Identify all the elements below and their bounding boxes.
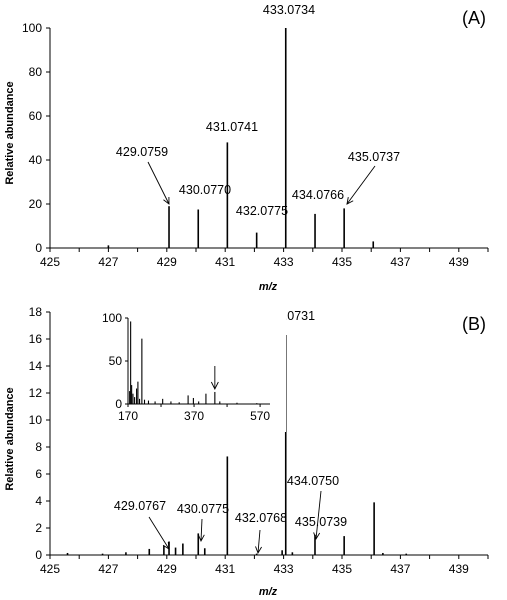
panel-b-inset: 0 50 100 170 370 570: [88, 310, 286, 432]
inset-x-tick-label: 170: [118, 409, 138, 423]
panel-b-annotation-arrow: [200, 518, 203, 542]
panel-a-x-tick-label: 431: [215, 255, 235, 269]
panel-a-arrow-head: [346, 197, 354, 205]
panel-b-arrow-head: [255, 546, 262, 555]
panel-b-peak-label: 430.0775: [177, 502, 229, 516]
inset-y-tick-label: 100: [102, 311, 122, 325]
panel-a-peak-label: 430.0770: [179, 183, 231, 197]
panel-a-y-tick-label: 60: [29, 109, 43, 123]
panel-a-peak-label: 433.0734: [263, 3, 315, 17]
panel-b-arrow-head: [313, 532, 321, 541]
panel-a-y-axis-title: Relative abundance: [4, 81, 16, 184]
panel-b-y-tick-label: 18: [29, 305, 43, 319]
panel-b-x-tick-label: 433: [274, 562, 294, 576]
panel-a-peak-label: 435.0737: [348, 150, 400, 164]
panel-b-y-tick-label: 4: [35, 494, 42, 508]
panel-b-y-tick-label: 14: [29, 359, 43, 373]
panel-b-x-tick-label: 427: [98, 562, 118, 576]
panel-a-x-tick-label: 437: [390, 255, 410, 269]
panel-b-x-tick-label: 435: [332, 562, 352, 576]
panel-b-label: (B): [462, 314, 486, 334]
panel-a-annotation-arrow: [147, 161, 170, 205]
panel-a-y-tick-label: 20: [29, 197, 43, 211]
panel-a-y-tick-label: 80: [29, 65, 43, 79]
panel-b-y-tick-label: 16: [29, 332, 43, 346]
panel-a-y-tick-label: 100: [22, 21, 42, 35]
panel-b-arrow-head: [197, 534, 205, 543]
panel-b-x-tick-label: 425: [40, 562, 60, 576]
panel-b-annotation-arrow: [315, 490, 322, 540]
panel-b-y-axis-title: Relative abundance: [4, 387, 16, 490]
inset-x-tick-label: 370: [184, 409, 204, 423]
panel-a-peak-label: 431.0741: [206, 120, 258, 134]
panel-a-x-tick-label: 439: [449, 255, 469, 269]
panel-a-x-tick-label: 427: [98, 255, 118, 269]
panel-b-peak-label: 434.0750: [287, 474, 339, 488]
inset-arrow-head: [210, 381, 219, 391]
inset-y-tick-label: 50: [109, 354, 123, 368]
panel-a-x-axis-title: m/z: [259, 281, 278, 293]
panel-b-x-tick-label: 429: [157, 562, 177, 576]
panel-b-annotation-arrow: [148, 516, 170, 550]
inset-y-tick-label: 0: [115, 397, 122, 411]
panel-b-y-tick-label: 10: [29, 413, 43, 427]
panel-a-arrow-head: [163, 196, 170, 205]
panel-b-annotation-arrow: [257, 529, 261, 554]
panel-b-arrow-head: [162, 541, 170, 550]
panel-a-peak-label: 429.0759: [116, 145, 168, 159]
panel-b-y-tick-label: 0: [35, 548, 42, 562]
panel-a-x-tick-label: 433: [274, 255, 294, 269]
panel-a-peak-label: 434.0766: [292, 188, 344, 202]
panel-a: (A) Relative abundance m/z 429.0759 430.0…: [4, 3, 489, 293]
panel-b-peak-label: 435.0739: [295, 515, 347, 529]
panel-b-x-axis-title: m/z: [259, 586, 278, 598]
panel-a-x-tick-label: 435: [332, 255, 352, 269]
panel-a-x-tick-label: 429: [157, 255, 177, 269]
panel-a-y-tick-label: 0: [35, 241, 42, 255]
panel-b-y-tick-label: 2: [35, 521, 42, 535]
inset-x-tick-label: 570: [250, 409, 270, 423]
panel-b-y-tick-label: 6: [35, 467, 42, 481]
panel-b-x-tick-label: 439: [449, 562, 469, 576]
panel-a-peak-label: 432.0775: [236, 204, 288, 218]
panel-b: (B) Relative abundance m/z 429.0767 430.0…: [4, 305, 489, 598]
panel-b-x-tick-label: 431: [215, 562, 235, 576]
panel-a-x-tick-label: 425: [40, 255, 60, 269]
panel-a-label: (A): [462, 8, 486, 28]
panel-b-x-tick-label: 437: [390, 562, 410, 576]
panel-b-peak-label: 432.0768: [235, 511, 287, 525]
panel-b-y-tick-label: 8: [35, 440, 42, 454]
panel-a-annotation-arrow: [346, 165, 376, 205]
panel-b-peak-label: 429.0767: [114, 499, 166, 513]
panel-a-y-tick-label: 40: [29, 153, 43, 167]
panel-b-y-tick-label: 12: [29, 386, 43, 400]
inset-background: [88, 310, 286, 432]
